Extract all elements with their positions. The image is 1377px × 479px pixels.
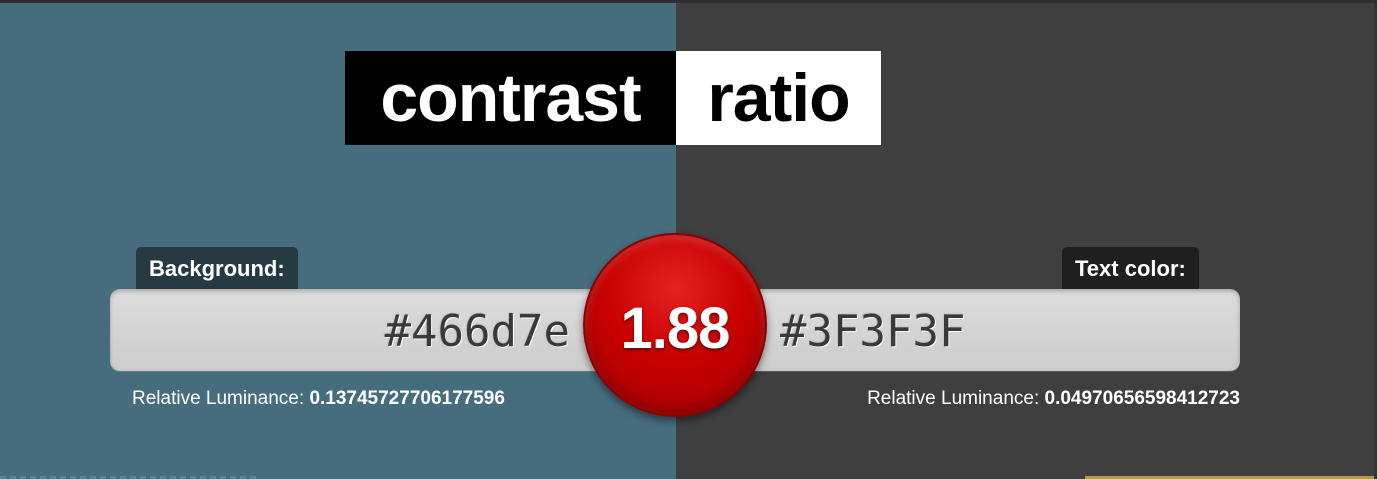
background-color-input[interactable] [130,303,570,359]
text-color-luminance: Relative Luminance: 0.04970656598412723 [867,387,1240,411]
title-ratio: ratio [676,51,881,145]
contrast-ratio-value: 1.88 [620,296,731,361]
scrollbar-edge [1374,3,1377,479]
contrast-ratio-app: contrast ratio Background: Text color: 1… [0,3,1377,479]
bottom-accent-bar [1085,476,1374,479]
title-contrast: contrast [345,51,676,145]
text-color-luminance-value: 0.04970656598412723 [1044,388,1240,409]
window-top-edge [0,0,1377,3]
text-color-label: Text color: [1062,247,1199,289]
contrast-ratio-badge [583,233,767,417]
background-luminance-label: Relative Luminance: [132,388,305,409]
background-luminance-value: 0.13745727706177596 [309,388,505,409]
background-label: Background: [136,247,298,289]
text-color-luminance-label: Relative Luminance: [867,388,1040,409]
background-luminance: Relative Luminance: 0.13745727706177596 [132,387,505,411]
bottom-overflow-content [0,476,260,479]
text-color-input[interactable] [780,303,1220,359]
